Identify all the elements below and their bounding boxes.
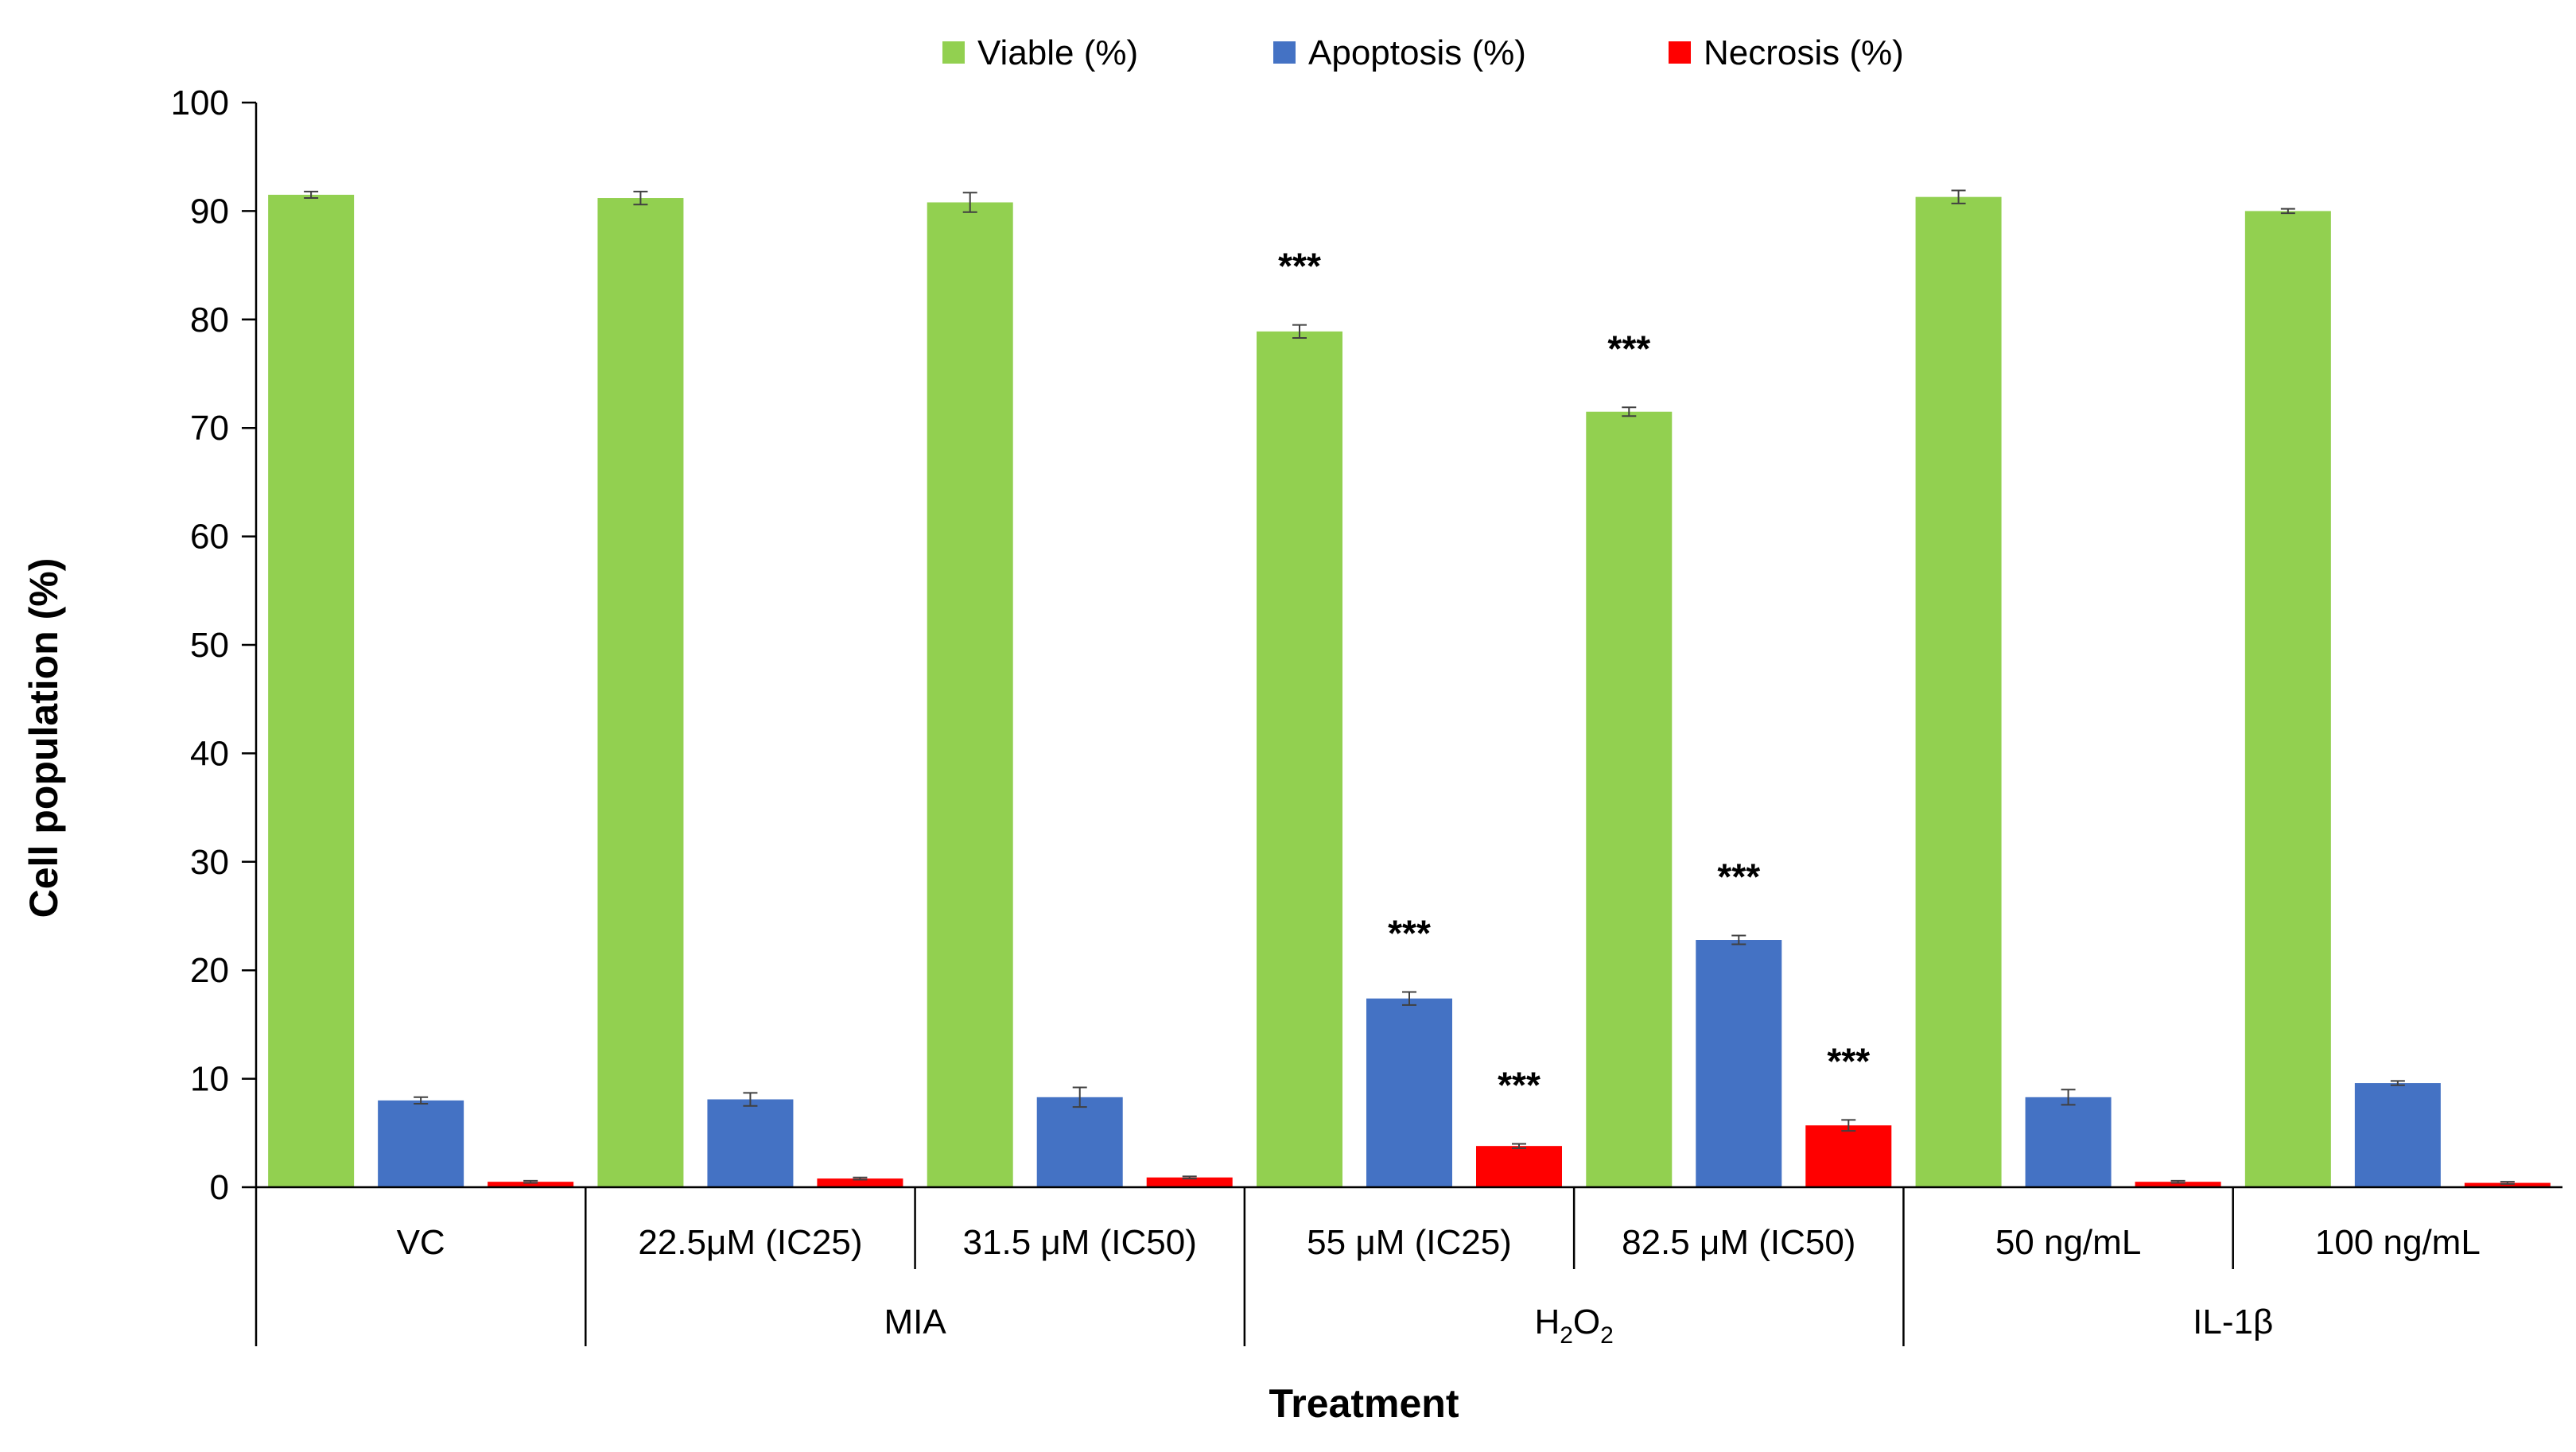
error-bar — [1292, 324, 1307, 339]
x-axis-title: Treatment — [1269, 1381, 1459, 1426]
category-label: 50 ng/mL — [1995, 1223, 2141, 1262]
significance-marker: *** — [1717, 856, 1760, 898]
bar — [1805, 1125, 1892, 1187]
error-bar — [1072, 1086, 1087, 1108]
error-bar — [1512, 1143, 1526, 1149]
bar — [1036, 1097, 1123, 1187]
y-tick-label: 90 — [190, 192, 229, 231]
error-bar — [2390, 1080, 2405, 1086]
legend-label: Viable (%) — [977, 33, 1138, 72]
bar — [817, 1178, 903, 1187]
y-tick-label: 100 — [171, 83, 229, 122]
bar — [1257, 331, 1342, 1188]
y-tick-label: 60 — [190, 518, 229, 557]
error-bar — [523, 1179, 538, 1184]
bar — [597, 198, 684, 1188]
error-bar — [633, 190, 648, 206]
error-bar — [2500, 1181, 2515, 1185]
bar — [1696, 940, 1782, 1187]
bar — [1586, 411, 1673, 1187]
error-bar — [1622, 406, 1637, 417]
bar — [1366, 998, 1452, 1187]
bar — [2354, 1083, 2441, 1187]
error-bar — [414, 1096, 429, 1105]
y-tick-label: 70 — [190, 409, 229, 448]
y-tick-label: 30 — [190, 843, 229, 882]
error-bar — [853, 1176, 868, 1181]
error-bar — [304, 190, 319, 200]
y-tick-label: 10 — [190, 1060, 229, 1099]
error-bar — [962, 192, 977, 213]
category-label: 22.5μM (IC25) — [638, 1223, 862, 1262]
bar — [2464, 1182, 2551, 1187]
legend: Viable (%) Apoptosis (%) Necrosis (%) — [942, 33, 1904, 72]
bar — [1146, 1177, 1233, 1187]
legend-item: Necrosis (%) — [1669, 33, 1904, 72]
legend-swatch — [942, 41, 965, 64]
y-tick-label: 0 — [210, 1168, 229, 1207]
bar — [1476, 1146, 1562, 1187]
bar — [2025, 1097, 2112, 1187]
y-axis-title: Cell population (%) — [21, 558, 66, 918]
bar — [2135, 1182, 2221, 1187]
significance-marker: *** — [1498, 1064, 1541, 1105]
bar — [378, 1100, 464, 1187]
category-label: 82.5 μM (IC50) — [1622, 1223, 1855, 1262]
error-bar — [2170, 1179, 2186, 1184]
bars: *** *** *** *** *** *** — [268, 189, 2551, 1188]
x-axis: VC 22.5μM (IC25) 31.5 μM (IC50) 55 μM (IC25… — [256, 1186, 2562, 1349]
significance-marker: *** — [1388, 912, 1431, 953]
group-label: H2O2 — [1534, 1303, 1613, 1349]
significance-marker: *** — [1607, 328, 1650, 369]
bar — [1915, 196, 2002, 1188]
category-label: 55 μM (IC25) — [1307, 1223, 1512, 1262]
error-bar — [743, 1092, 758, 1107]
category-label: 100 ng/mL — [2315, 1223, 2481, 1262]
y-tick-label: 20 — [190, 951, 229, 990]
error-bar — [1731, 934, 1746, 945]
error-bar — [1951, 189, 1966, 204]
legend-label: Necrosis (%) — [1704, 33, 1904, 72]
error-bar — [2280, 208, 2295, 215]
category-label: 31.5 μM (IC50) — [963, 1223, 1197, 1262]
y-axis: 0 10 20 30 40 50 60 70 80 90 100 — [171, 83, 258, 1346]
bar — [488, 1182, 574, 1187]
significance-marker: *** — [1278, 246, 1321, 287]
bar — [707, 1099, 794, 1187]
legend-item: Viable (%) — [942, 33, 1138, 72]
error-bar — [1841, 1119, 1856, 1132]
bar — [268, 194, 355, 1188]
group-label: IL-1β — [2193, 1303, 2273, 1341]
y-tick-label: 80 — [190, 301, 229, 340]
legend-swatch — [1273, 41, 1296, 64]
error-bar — [2061, 1089, 2076, 1106]
legend-swatch — [1669, 41, 1691, 64]
legend-label: Apoptosis (%) — [1308, 33, 1526, 72]
y-tick-label: 50 — [190, 626, 229, 665]
bar — [2244, 211, 2331, 1187]
group-label: MIA — [884, 1303, 946, 1341]
category-label: VC — [397, 1223, 445, 1262]
legend-item: Apoptosis (%) — [1273, 33, 1526, 72]
error-bar — [1402, 991, 1416, 1006]
significance-marker: *** — [1827, 1040, 1870, 1081]
y-tick-label: 40 — [190, 734, 229, 773]
bar — [927, 202, 1013, 1187]
error-bar — [1182, 1175, 1197, 1180]
